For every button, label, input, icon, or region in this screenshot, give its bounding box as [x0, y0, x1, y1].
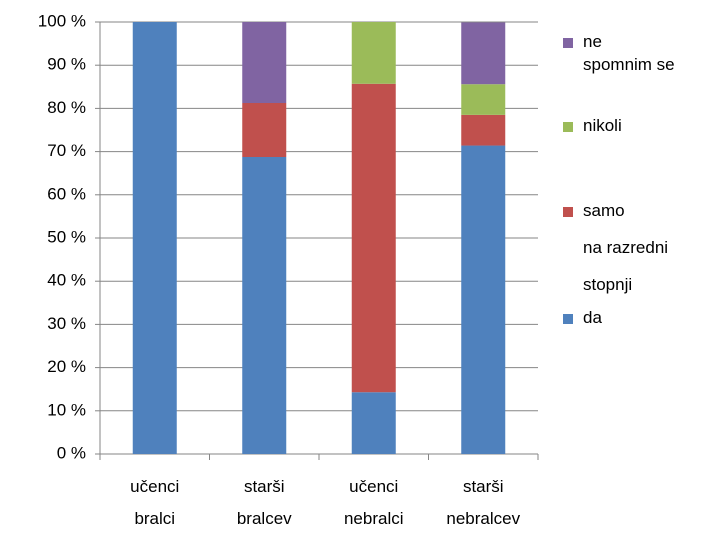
y-tick-label: 60 % — [47, 184, 86, 203]
bar-segment — [132, 22, 177, 454]
y-tick-label: 20 % — [47, 357, 86, 376]
y-tick-label: 70 % — [47, 141, 86, 160]
bar-segment — [351, 22, 396, 84]
x-tick-label: učenci nebralci — [344, 477, 404, 528]
bar-segment — [461, 84, 506, 115]
bar-segment — [461, 145, 506, 454]
x-tick-label-line: bralcev — [237, 509, 292, 528]
y-tick-label: 80 % — [47, 98, 86, 117]
y-tick-label: 30 % — [47, 314, 86, 333]
bar-segment — [351, 83, 396, 393]
x-tick-label-line: starši — [463, 477, 504, 496]
x-tick-label: starši bralcev — [237, 477, 292, 528]
legend-label: da — [583, 308, 602, 327]
bar-segment — [461, 22, 506, 85]
x-tick-label: starši nebralcev — [446, 477, 520, 528]
bar-segment — [242, 22, 287, 103]
legend-label-line: na razredni — [583, 238, 668, 257]
legend-label-line: samo — [583, 201, 625, 220]
bar-segment — [242, 157, 287, 454]
y-tick-label: 90 % — [47, 55, 86, 74]
legend-label-line: ne — [583, 32, 602, 51]
legend-label: ne spomnim se — [583, 32, 675, 74]
x-tick-label-line: nebralcev — [446, 509, 520, 528]
legend-swatch — [563, 38, 573, 48]
y-tick-label: 0 % — [57, 443, 86, 462]
legend-label-line: nikoli — [583, 116, 622, 135]
legend-swatch — [563, 314, 573, 324]
y-tick-label: 10 % — [47, 400, 86, 419]
legend-label-line: stopnji — [583, 275, 632, 294]
bar-segment — [351, 392, 396, 454]
legend-swatch — [563, 207, 573, 217]
y-tick-label: 40 % — [47, 271, 86, 290]
legend-label: nikoli — [583, 116, 622, 135]
x-tick-label-line: učenci — [349, 477, 398, 496]
x-tick-label-line: nebralci — [344, 509, 404, 528]
x-tick-label-line: učenci — [130, 477, 179, 496]
y-tick-label: 50 % — [47, 227, 86, 246]
y-tick-label: 100 % — [38, 11, 86, 30]
x-tick-label-line: starši — [244, 477, 285, 496]
bar-segment — [461, 114, 506, 146]
legend-label-line: da — [583, 308, 602, 327]
legend-label: samo na razredni stopnji — [583, 201, 668, 294]
legend-label-line: spomnim se — [583, 55, 675, 74]
legend-swatch — [563, 122, 573, 132]
x-tick-label-line: bralci — [134, 509, 175, 528]
x-tick-label: učenci bralci — [130, 477, 179, 528]
bar-segment — [242, 103, 287, 157]
